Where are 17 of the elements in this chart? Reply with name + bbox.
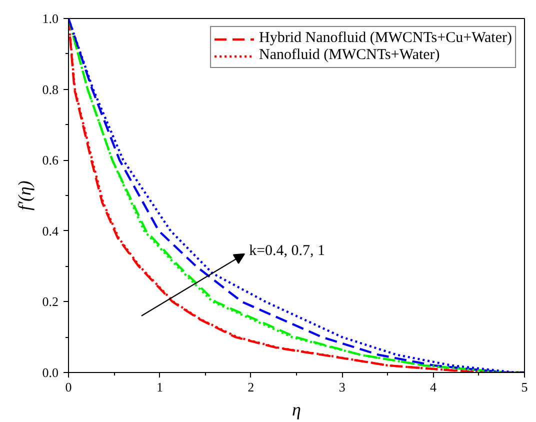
x-tick-label: 3 [338, 380, 346, 394]
y-tick-label: 0.4 [42, 223, 59, 238]
y-tick-label: 0.8 [42, 82, 58, 97]
y-tick-label: 0.6 [42, 152, 59, 168]
x-tick-label: 1 [156, 380, 163, 394]
y-tick-label: 0.2 [42, 294, 58, 310]
annotation: k=0.4, 0.7, 1 [249, 243, 326, 260]
x-tick-label: 2 [248, 380, 254, 394]
y-axis-title: f′(η) [14, 180, 34, 210]
x-tick-label: 0 [65, 380, 72, 394]
x-axis-title: η [292, 400, 302, 420]
x-tick-label: 5 [521, 380, 528, 394]
y-tick-label: 1.0 [42, 11, 58, 26]
y-tick-label: 0.0 [42, 365, 58, 380]
legend-label: Nanofluid (MWCNTs+Water) [259, 47, 440, 64]
x-tick-label: 4 [430, 380, 438, 394]
legend-label: Hybrid Nanofluid (MWCNTs+Cu+Water) [259, 30, 512, 47]
